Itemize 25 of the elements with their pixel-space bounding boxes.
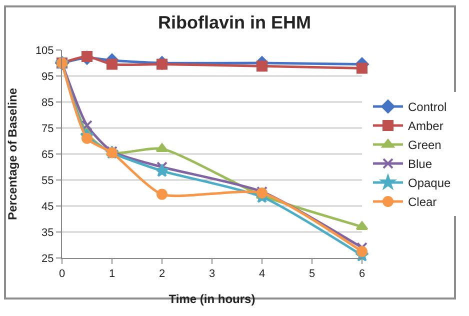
x-tick-label: 6 xyxy=(358,268,366,280)
y-tick-label: 55 xyxy=(42,174,54,187)
x-axis-title: Time (in hours) xyxy=(168,292,256,306)
y-tick-label: 75 xyxy=(42,122,54,135)
legend-label: Clear xyxy=(408,195,437,210)
legend-label: Control xyxy=(408,100,447,114)
legend-label: Amber xyxy=(408,119,444,134)
legend-label: Blue xyxy=(408,157,432,172)
y-tick-label: 65 xyxy=(42,148,54,161)
legend-label: Opaque xyxy=(408,176,452,190)
x-tick-label: 2 xyxy=(158,268,166,280)
x-tick-label: 1 xyxy=(108,268,116,280)
x-tick-label: 4 xyxy=(258,268,266,280)
x-tick-label: 3 xyxy=(208,268,216,280)
y-tick-label: 25 xyxy=(42,252,54,265)
x-tick-label: 5 xyxy=(308,268,316,280)
y-axis-title: Percentage of Baseline xyxy=(6,88,20,220)
y-tick-label: 45 xyxy=(42,200,54,213)
chart-title: Riboflavin in EHM xyxy=(158,12,311,32)
y-tick-label: 105 xyxy=(35,44,54,57)
y-tick-label: 95 xyxy=(42,70,54,83)
legend-label: Green xyxy=(408,138,442,152)
y-tick-label: 35 xyxy=(42,226,54,239)
y-tick-label: 85 xyxy=(42,96,54,109)
x-tick-label: 0 xyxy=(58,268,66,280)
